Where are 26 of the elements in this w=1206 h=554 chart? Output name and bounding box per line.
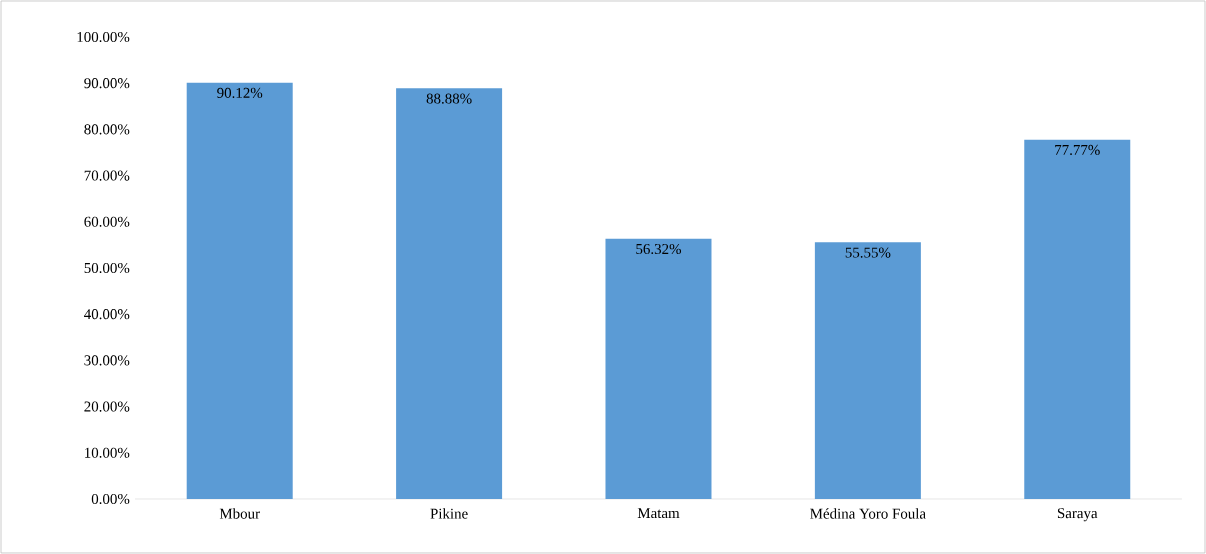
y-tick-label: 30.00%: [84, 355, 130, 366]
x-tick-label: Saraya: [1057, 508, 1098, 522]
bar: [396, 88, 503, 499]
x-tick-label: Pikine: [430, 508, 468, 519]
bar: [186, 82, 293, 499]
y-tick-label: 50.00%: [84, 262, 130, 274]
y-tick-label: 40.00%: [84, 309, 130, 320]
y-tick-label: 100.00%: [77, 31, 130, 43]
data-label: 77.77%: [1055, 144, 1100, 156]
bar: [814, 242, 921, 499]
x-tick-label: Médina Yoro Foula: [810, 508, 926, 519]
y-tick-label: 0.00%: [91, 493, 130, 505]
bar: [1024, 139, 1131, 499]
x-tick-label: Mbour: [219, 508, 260, 519]
y-tick-label: 20.00%: [84, 401, 130, 412]
data-label: 56.32%: [636, 243, 682, 255]
data-label: 55.55%: [845, 247, 891, 258]
y-tick-label: 60.00%: [84, 216, 130, 227]
data-label: 88.88%: [426, 93, 472, 104]
x-tick-label: Matam: [637, 508, 680, 519]
bar: [605, 238, 712, 499]
y-tick-label: 80.00%: [84, 124, 130, 135]
data-label: 90.12%: [217, 87, 263, 98]
y-tick-label: 10.00%: [85, 447, 130, 458]
y-tick-label: 90.00%: [84, 78, 130, 89]
y-tick-label: 70.00%: [84, 170, 130, 181]
